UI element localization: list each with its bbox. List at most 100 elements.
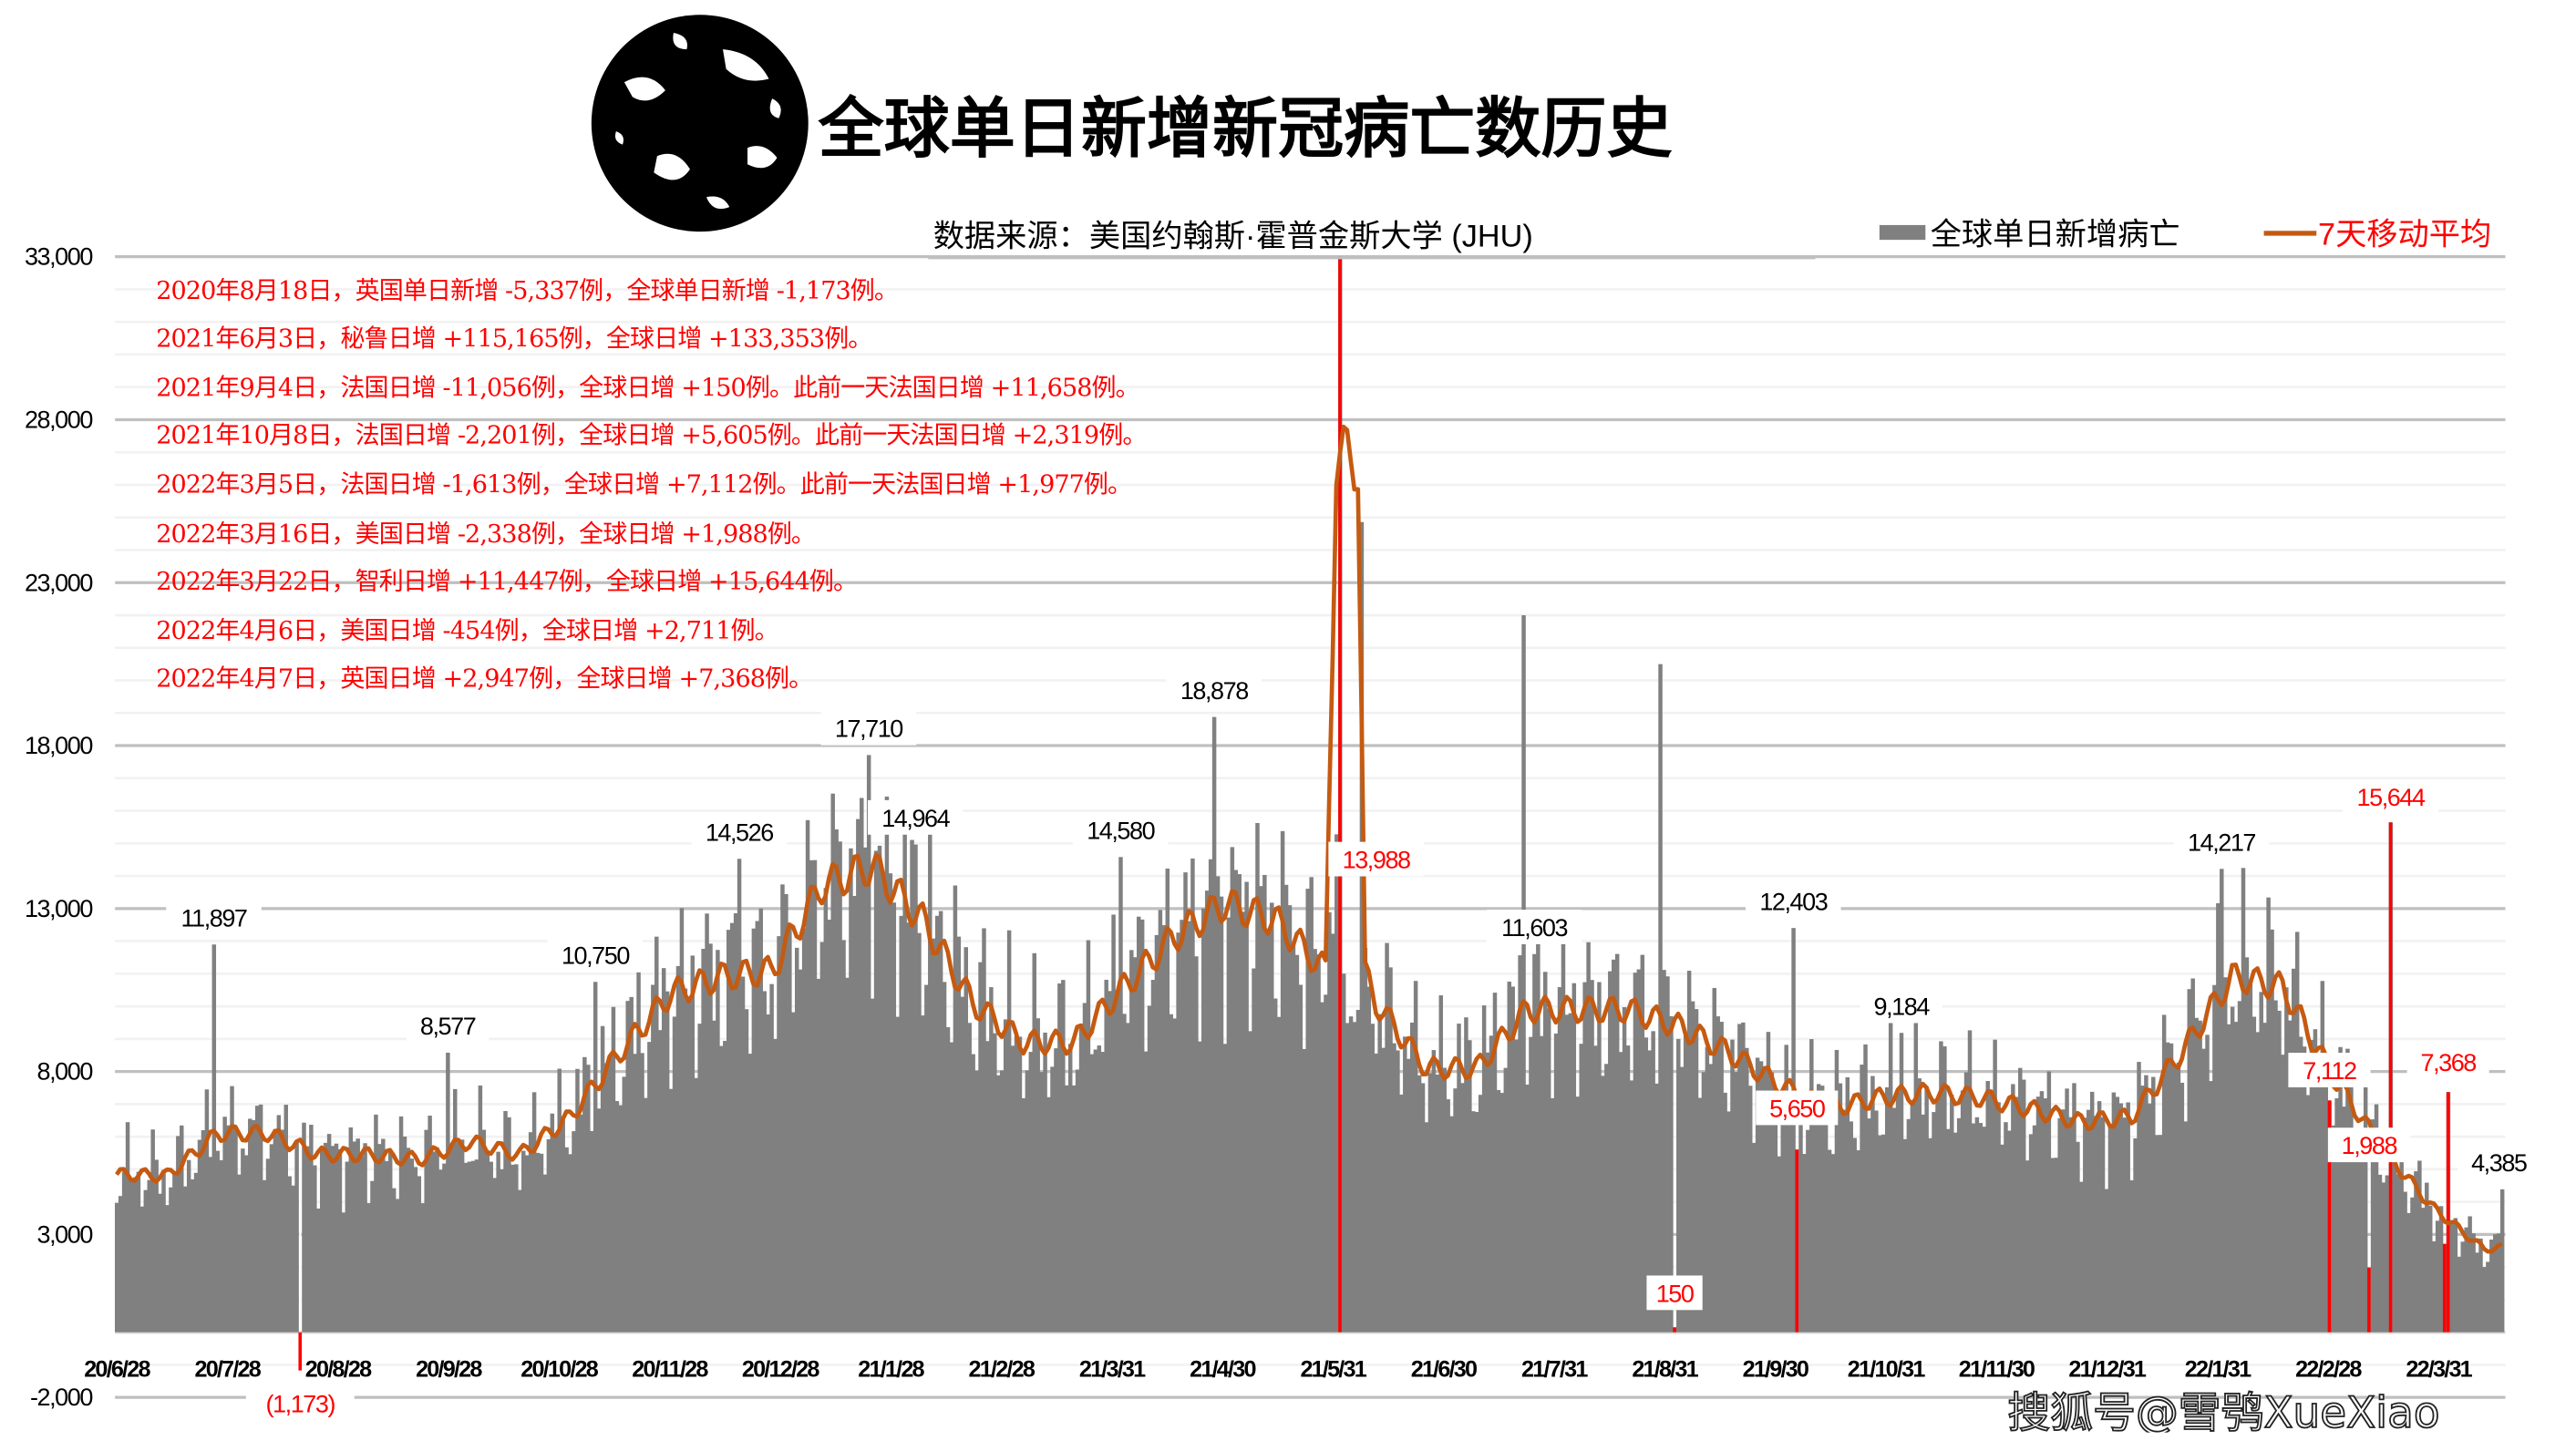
bar [1985, 1080, 1990, 1333]
bar [341, 1212, 346, 1333]
bar [1071, 1085, 1077, 1333]
bar [2183, 1121, 2189, 1333]
bar [1856, 1150, 1860, 1333]
bar [265, 1158, 271, 1333]
bar [2309, 1039, 2314, 1333]
bar [1741, 1022, 1746, 1333]
bar [294, 1142, 299, 1333]
bar [1830, 1154, 1836, 1333]
bar [773, 1038, 778, 1333]
bar [1111, 914, 1116, 1333]
bar [302, 1122, 306, 1333]
bar [2198, 1020, 2202, 1333]
bar [1575, 1096, 1581, 1333]
bar [2284, 987, 2289, 1333]
bar [895, 1016, 901, 1333]
bar [1475, 1112, 1479, 1333]
bar [1215, 876, 1221, 1333]
bar [1633, 973, 1638, 1333]
bar [1136, 916, 1141, 1333]
bar [1270, 902, 1274, 1333]
bar [2000, 1144, 2004, 1333]
bar [1758, 1061, 1764, 1333]
bar [456, 1142, 461, 1333]
bar [147, 1179, 152, 1333]
bar [550, 1113, 555, 1333]
bar [2316, 1054, 2322, 1333]
bar [1823, 1120, 1829, 1333]
bar [2169, 1043, 2174, 1333]
bar [2011, 1084, 2015, 1333]
bar [355, 1138, 360, 1333]
bar [1694, 1009, 1699, 1333]
bar [1388, 967, 1393, 1333]
bar [1067, 1044, 1073, 1333]
bar [801, 928, 807, 1333]
bar [1913, 1018, 1919, 1333]
bar [575, 1068, 580, 1333]
note: 2021年9月4日，法国日增 -11,056例，全球日增 +150例。此前一天法… [156, 374, 1139, 402]
bar [1881, 1134, 1886, 1333]
bar [2324, 1065, 2329, 1333]
bar [226, 1125, 231, 1333]
bar [2035, 1096, 2041, 1333]
bar [1953, 1132, 1958, 1333]
bar [2377, 1174, 2383, 1333]
bar [1647, 1050, 1652, 1333]
bar [2043, 1098, 2048, 1333]
bar [172, 1170, 177, 1333]
note: 2020年8月18日，英国单日新增 -5,337例，全球单日新增 -1,173例… [156, 277, 898, 305]
bar [1129, 950, 1134, 1333]
data-label: 13,988 [1343, 846, 1410, 873]
bar [1946, 1128, 1951, 1333]
data-label-bg [2458, 1145, 2540, 1180]
bar [2144, 1075, 2148, 1333]
bar [755, 921, 760, 1333]
bar [1730, 1039, 1735, 1333]
x-tick-label: 22/3/31 [2406, 1356, 2472, 1382]
bar [1590, 980, 1594, 1333]
bar [330, 1146, 335, 1333]
moving-average [115, 424, 2503, 1254]
bar [592, 982, 598, 1333]
bar [2018, 1067, 2023, 1333]
bar [524, 1155, 530, 1333]
bar [1708, 1064, 1714, 1333]
bar [204, 1089, 210, 1333]
x-tick-label: 21/8/31 [1632, 1356, 1698, 1382]
bar [352, 1141, 356, 1333]
data-label: 11,897 [181, 904, 247, 932]
bar [2072, 1083, 2076, 1333]
x-tick-label: 20/8/28 [305, 1356, 372, 1382]
bar [2370, 1119, 2375, 1333]
bar [866, 755, 871, 1333]
bar [633, 1054, 637, 1333]
bar [899, 915, 903, 1333]
x-tick-label: 21/4/30 [1190, 1356, 1255, 1382]
bar [2104, 1189, 2109, 1333]
bar [2244, 957, 2250, 1333]
bar [305, 1146, 310, 1333]
bar [503, 1110, 508, 1333]
bar [381, 1138, 386, 1333]
bar [877, 845, 882, 1333]
bar [463, 1162, 469, 1333]
bar [1751, 1142, 1757, 1333]
bar [1838, 1083, 1843, 1333]
bar [1158, 910, 1163, 1333]
bar [1392, 1043, 1396, 1333]
bar [917, 932, 922, 1333]
bar [924, 984, 929, 1333]
data-label-bg [1166, 672, 1262, 707]
bar [712, 1020, 716, 1333]
note: 2022年3月5日，法国日增 -1,613例，全球日增 +7,112例。此前一天… [156, 471, 1131, 499]
bar [2065, 1088, 2069, 1333]
bar [561, 1119, 565, 1333]
bar [2270, 929, 2274, 1333]
bar [143, 1189, 149, 1333]
bar [2313, 1029, 2318, 1333]
x-axis: 20/6/28 20/7/28 20/8/28 20/9/28 20/10/28 20/1… [84, 1356, 2474, 1382]
bar [2223, 977, 2228, 1333]
bar [2399, 1137, 2404, 1333]
bar [823, 888, 829, 1333]
